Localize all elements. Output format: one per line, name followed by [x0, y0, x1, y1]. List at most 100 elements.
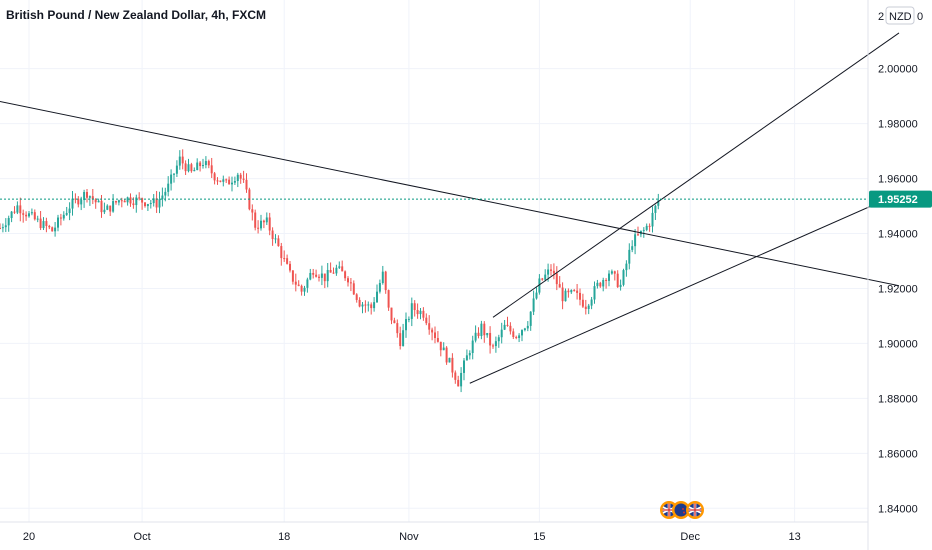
candle-body	[77, 198, 80, 205]
candle-body	[526, 325, 529, 329]
candle-body	[509, 325, 512, 332]
candle-body	[265, 217, 268, 223]
candle-body	[146, 204, 149, 207]
time-tick-label: 13	[788, 531, 800, 543]
candle-body	[489, 332, 492, 346]
candle-body	[657, 200, 660, 206]
candle-body	[445, 347, 448, 363]
candle-body	[129, 197, 132, 204]
candle-body	[413, 303, 416, 311]
candle-body	[468, 352, 471, 356]
trendline	[492, 32, 900, 318]
candle-body	[338, 266, 341, 268]
grid	[0, 0, 868, 522]
candle-body	[361, 304, 364, 307]
candle-body	[315, 274, 318, 277]
candle-body	[277, 238, 280, 247]
time-axis[interactable]: 20 Oct 18 Nov 15 Dec 13	[23, 531, 801, 543]
price-axis-top-partial-right: 0	[917, 11, 923, 23]
candle-body	[257, 227, 260, 229]
candle-body	[13, 211, 16, 213]
candle-body	[457, 379, 460, 387]
candle-body	[390, 307, 393, 321]
trendline	[0, 100, 900, 287]
candle-body	[410, 303, 413, 319]
candle-body	[593, 286, 596, 300]
candle-body	[300, 285, 303, 292]
nz-flag-icon[interactable]	[672, 501, 690, 519]
candle-body	[25, 214, 28, 217]
candle-body	[378, 283, 381, 292]
candle-body	[88, 196, 91, 198]
currency-badge-label: NZD	[889, 11, 912, 23]
price-tick-label: 1.86000	[878, 448, 918, 460]
candle-body	[605, 279, 608, 281]
candle-body	[419, 310, 422, 315]
candle-body	[97, 200, 100, 203]
candle-body	[207, 161, 210, 166]
candle-body	[65, 213, 68, 215]
candle-body	[268, 217, 271, 231]
candle-body	[19, 205, 22, 214]
candle-body	[115, 201, 117, 203]
candle-body	[71, 198, 74, 209]
candle-body	[117, 200, 120, 203]
candle-body	[149, 203, 152, 205]
candle-body	[570, 290, 573, 293]
candle-body	[68, 208, 71, 214]
last-price-label: 1.95252	[878, 194, 918, 206]
candle-body	[558, 284, 561, 288]
candle-body	[251, 209, 254, 213]
candle-body	[602, 279, 605, 287]
candle-body	[231, 182, 233, 185]
candle-body	[532, 298, 535, 312]
candle-body	[584, 306, 587, 309]
candle-body	[213, 173, 216, 181]
price-axis-top-partial: 2	[878, 11, 884, 23]
price-tick-label: 1.98000	[878, 119, 918, 131]
candle-body	[381, 271, 384, 284]
candle-body	[402, 330, 405, 346]
candle-body	[158, 199, 161, 208]
candle-body	[625, 263, 628, 271]
candle-body	[521, 330, 523, 336]
candle-body	[567, 290, 570, 293]
candle-body	[486, 332, 489, 336]
candle-body	[494, 341, 497, 347]
candle-body	[399, 333, 402, 346]
uk-flag-icon[interactable]	[686, 501, 704, 519]
candle-body	[436, 338, 439, 342]
price-axis[interactable]: 2.00000 1.98000 1.96000 1.94000 1.92000 1.900…	[878, 64, 918, 516]
candle-body	[155, 198, 158, 208]
candle-body	[138, 197, 141, 199]
candle-body	[590, 299, 593, 306]
candle-body	[480, 323, 483, 336]
candle-body	[648, 225, 651, 227]
candle-body	[167, 183, 170, 192]
candle-body	[306, 279, 309, 288]
candle-body	[236, 174, 239, 182]
candle-body	[434, 332, 436, 339]
candle-body	[297, 284, 300, 286]
candle-body	[544, 274, 547, 280]
candle-body	[416, 310, 419, 315]
candle-body	[62, 214, 65, 219]
candle-body	[262, 220, 265, 223]
candle-body	[596, 282, 599, 287]
price-tick-label: 1.84000	[878, 503, 918, 515]
time-tick-label: Dec	[680, 531, 700, 543]
candle-body	[326, 269, 329, 282]
candle-body	[100, 200, 103, 213]
candle-body	[637, 234, 639, 236]
candle-body	[178, 156, 181, 166]
candle-body	[529, 311, 532, 326]
candle-body	[222, 179, 225, 182]
candle-body	[254, 212, 257, 228]
last-price-badge	[869, 190, 932, 208]
candle-body	[320, 273, 323, 278]
currency-badge[interactable]	[885, 6, 915, 25]
candle-body	[36, 218, 39, 220]
economic-events[interactable]	[660, 501, 704, 519]
candle-body	[442, 347, 445, 351]
candle-body	[538, 278, 541, 293]
